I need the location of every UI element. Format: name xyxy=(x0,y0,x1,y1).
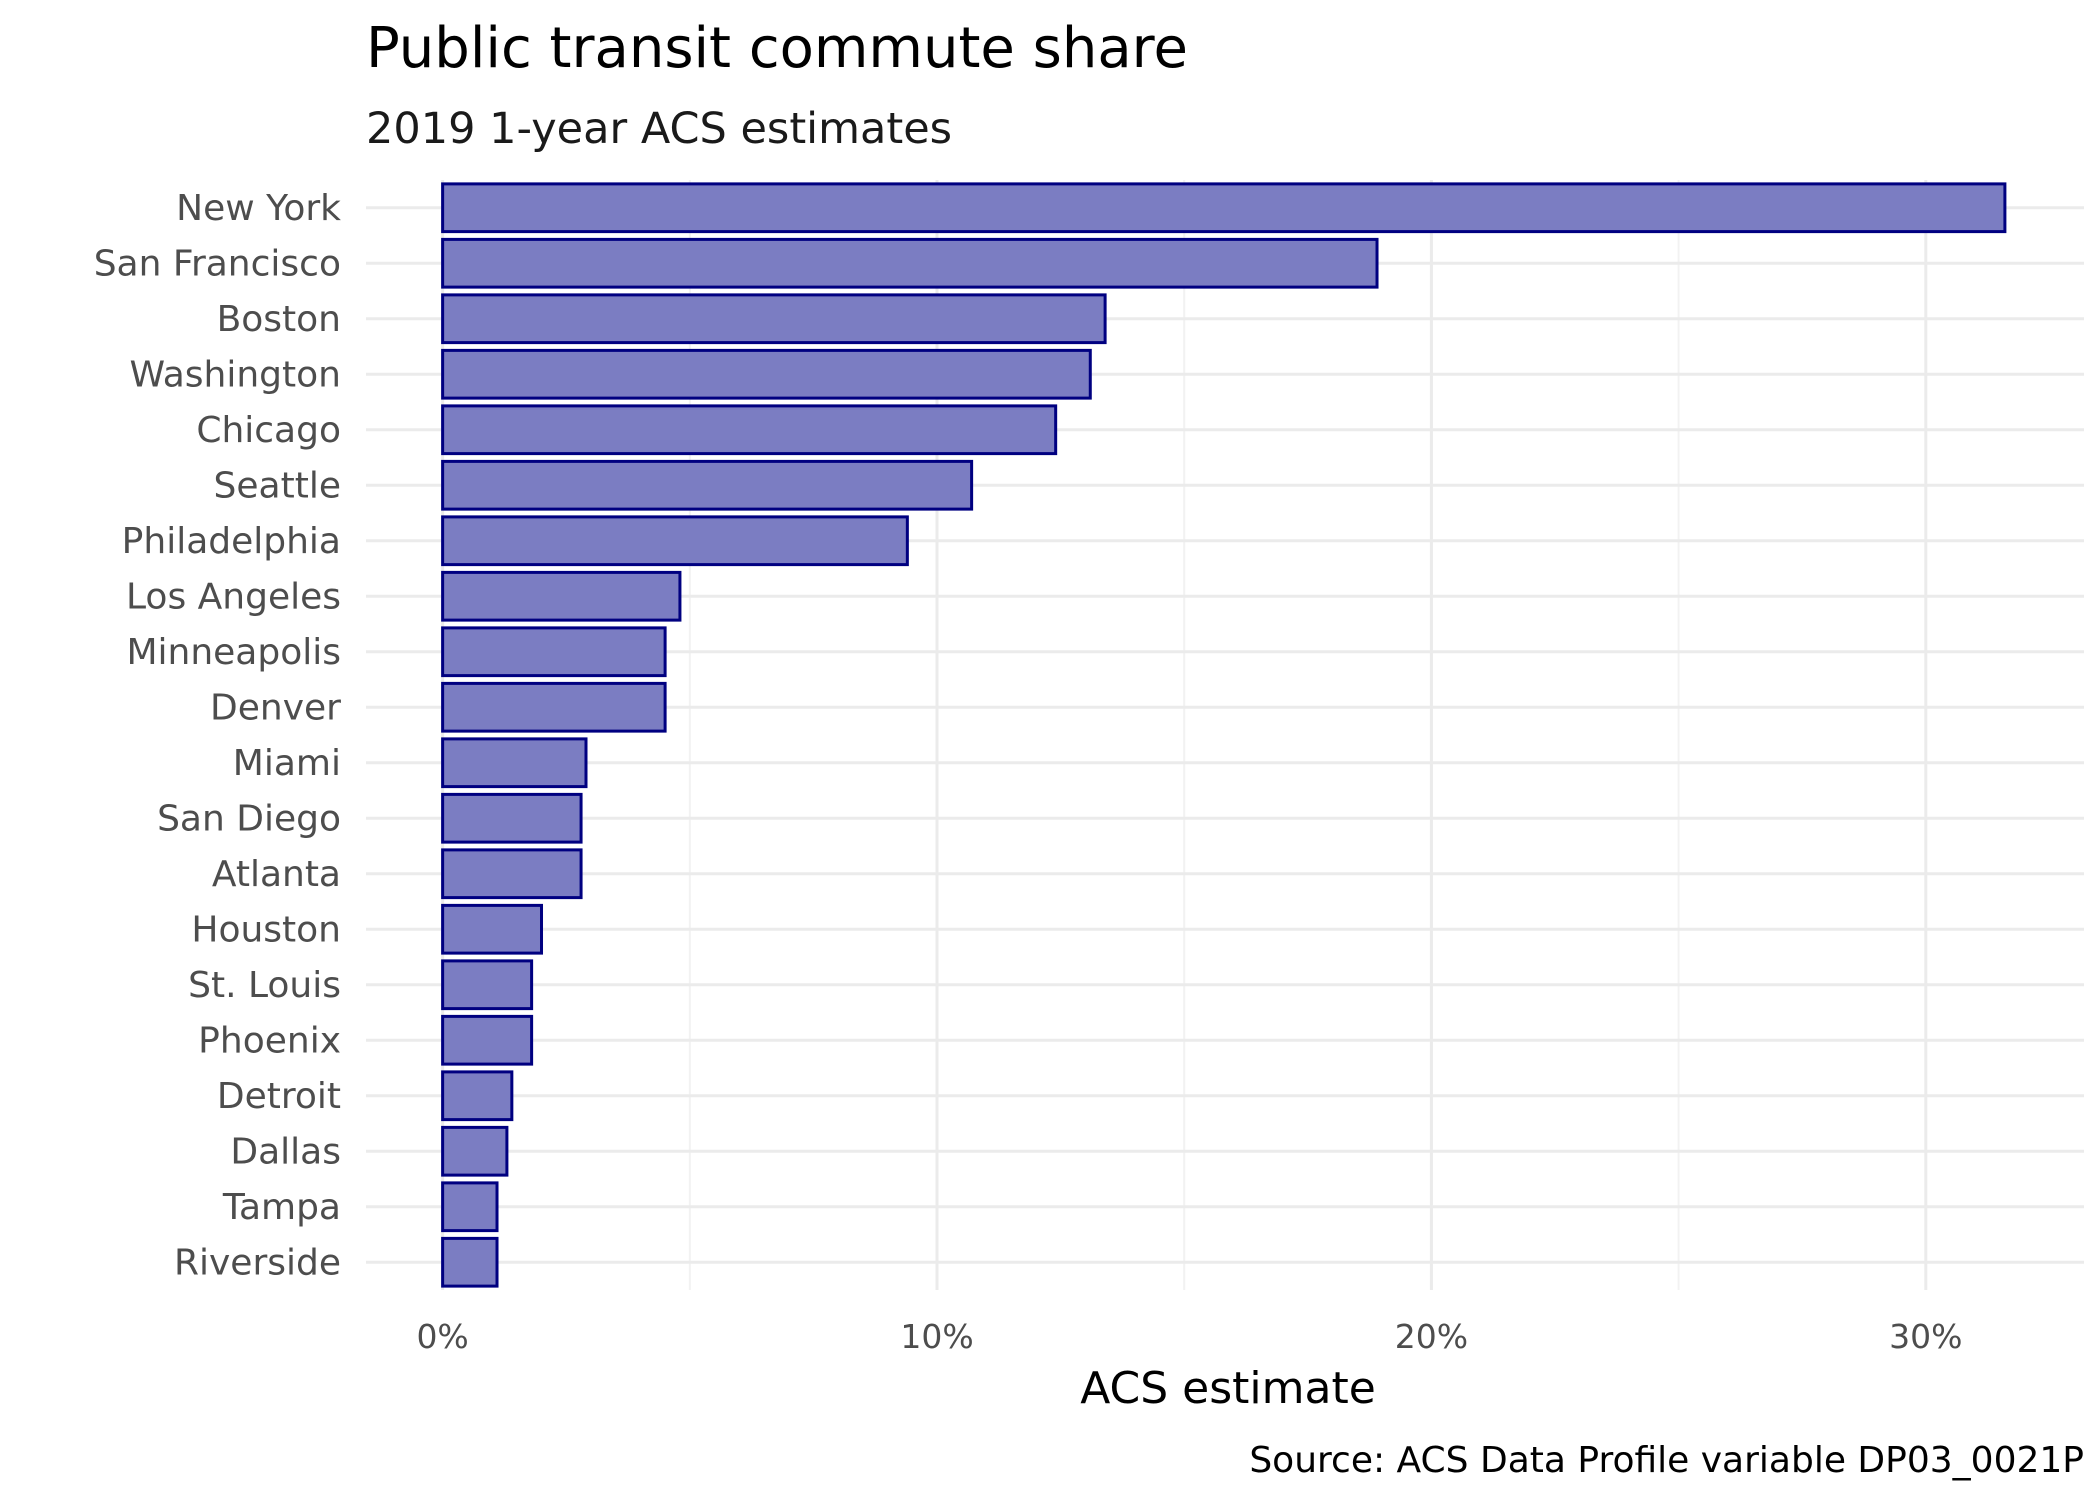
y-tick-label: San Diego xyxy=(157,798,341,839)
bar xyxy=(441,681,667,733)
y-tick-label: Washington xyxy=(129,354,341,395)
grid xyxy=(366,180,2084,1290)
y-tick-label: San Francisco xyxy=(94,243,341,284)
bar xyxy=(441,459,974,511)
bar xyxy=(441,1125,509,1177)
y-tick-label: Los Angeles xyxy=(126,576,341,617)
bar xyxy=(441,626,667,678)
bar xyxy=(441,1070,514,1122)
bar xyxy=(441,959,534,1011)
y-tick-label: Chicago xyxy=(196,410,341,451)
y-tick-label: Miami xyxy=(233,743,341,784)
x-axis-labels: 0% 10% 20% 30% xyxy=(416,1317,1962,1356)
y-tick-label: Houston xyxy=(191,909,341,950)
bar xyxy=(441,237,1379,289)
y-tick-label: Philadelphia xyxy=(122,521,341,562)
bar xyxy=(441,570,682,622)
bar xyxy=(441,348,1092,400)
bar xyxy=(441,293,1107,345)
bar xyxy=(441,792,583,844)
bar xyxy=(441,737,588,789)
x-tick-label: 0% xyxy=(416,1317,468,1356)
y-tick-label: Boston xyxy=(217,299,341,340)
y-tick-label: Phoenix xyxy=(198,1020,341,1061)
bar xyxy=(441,1181,499,1233)
y-tick-label: Dallas xyxy=(230,1131,341,1172)
bar xyxy=(441,404,1058,456)
bar xyxy=(441,1014,534,1066)
x-tick-label: 20% xyxy=(1395,1317,1468,1356)
y-tick-label: New York xyxy=(176,188,341,229)
y-tick-label: Denver xyxy=(210,687,341,728)
bar xyxy=(441,515,909,567)
y-tick-label: Tampa xyxy=(222,1187,341,1228)
bar xyxy=(441,182,2007,234)
y-tick-label: Riverside xyxy=(174,1242,341,1283)
y-tick-label: St. Louis xyxy=(188,965,341,1006)
y-tick-label: Detroit xyxy=(217,1076,341,1117)
x-axis-title: ACS estimate xyxy=(1080,1363,1376,1414)
y-tick-label: Seattle xyxy=(214,465,341,506)
y-axis-labels: New York San Francisco Boston Washington Chi… xyxy=(94,188,341,1284)
x-tick-label: 30% xyxy=(1889,1317,1962,1356)
y-tick-label: Atlanta xyxy=(212,854,341,895)
chart-title: Public transit commute share xyxy=(366,16,1188,81)
x-tick-label: 10% xyxy=(900,1317,973,1356)
y-tick-label: Minneapolis xyxy=(126,632,341,673)
bar xyxy=(441,903,544,955)
bar xyxy=(441,848,583,900)
chart-caption: Source: ACS Data Profile variable DP03_0… xyxy=(1249,1440,2084,1481)
chart-subtitle: 2019 1-year ACS estimates xyxy=(366,104,952,154)
bars xyxy=(441,182,2007,1288)
bar xyxy=(441,1236,499,1288)
